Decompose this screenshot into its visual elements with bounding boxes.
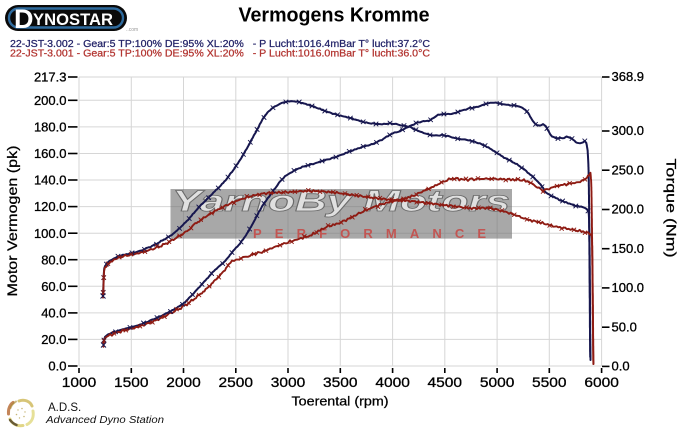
svg-text:40.0: 40.0 [41, 306, 66, 321]
svg-text:200.0: 200.0 [612, 202, 645, 217]
svg-text:160.0: 160.0 [34, 146, 67, 161]
svg-text:217.3: 217.3 [34, 70, 67, 85]
svg-text:A.D.S.: A.D.S. [48, 402, 81, 414]
svg-text:180.0: 180.0 [34, 120, 67, 135]
svg-text:120.0: 120.0 [34, 199, 67, 214]
svg-text:0.0: 0.0 [48, 359, 66, 374]
svg-text:3000: 3000 [271, 374, 306, 390]
svg-text:250.0: 250.0 [612, 162, 645, 177]
svg-text:3500: 3500 [323, 374, 358, 390]
svg-text:22-JST-3.002 - Gear:5 TP:100%: 22-JST-3.002 - Gear:5 TP:100% DE:95% XL:… [10, 39, 430, 50]
svg-text:Torque (Nm): Torque (Nm) [664, 159, 679, 258]
svg-text:D: D [14, 4, 34, 34]
svg-text:20.0: 20.0 [41, 332, 66, 347]
svg-text:140.0: 140.0 [34, 173, 67, 188]
svg-text:1000: 1000 [62, 374, 97, 390]
svg-text:60.0: 60.0 [41, 279, 66, 294]
svg-text:Advanced Dyno Station: Advanced Dyno Station [45, 414, 164, 426]
svg-text:150.0: 150.0 [612, 241, 645, 256]
svg-text:Motor Vermogen (pk): Motor Vermogen (pk) [5, 146, 20, 297]
svg-text:4000: 4000 [375, 374, 410, 390]
svg-text:5500: 5500 [532, 374, 567, 390]
svg-text:100.0: 100.0 [34, 226, 67, 241]
svg-text:YarnoBy Motors: YarnoBy Motors [172, 185, 510, 218]
svg-text:4500: 4500 [428, 374, 463, 390]
svg-text:YNOSTAR: YNOSTAR [33, 11, 113, 29]
svg-text:6000: 6000 [584, 374, 619, 390]
svg-text:5000: 5000 [480, 374, 515, 390]
svg-text:100.0: 100.0 [612, 280, 645, 295]
svg-text:0.0: 0.0 [612, 359, 630, 374]
svg-text:22-JST-3.001 - Gear:5 TP:100%: 22-JST-3.001 - Gear:5 TP:100% DE:95% XL:… [10, 49, 430, 60]
svg-text:2500: 2500 [219, 374, 254, 390]
svg-text:368.9: 368.9 [612, 69, 645, 84]
svg-text:Vermogens Kromme: Vermogens Kromme [239, 5, 430, 27]
svg-text:..com: ..com [126, 27, 138, 33]
svg-text:1500: 1500 [114, 374, 149, 390]
svg-text:300.0: 300.0 [612, 123, 645, 138]
svg-text:Toerental (rpm): Toerental (rpm) [292, 395, 389, 409]
svg-text:200.0: 200.0 [34, 93, 67, 108]
svg-text:80.0: 80.0 [41, 252, 66, 267]
svg-text:50.0: 50.0 [612, 319, 637, 334]
svg-text:2000: 2000 [166, 374, 201, 390]
